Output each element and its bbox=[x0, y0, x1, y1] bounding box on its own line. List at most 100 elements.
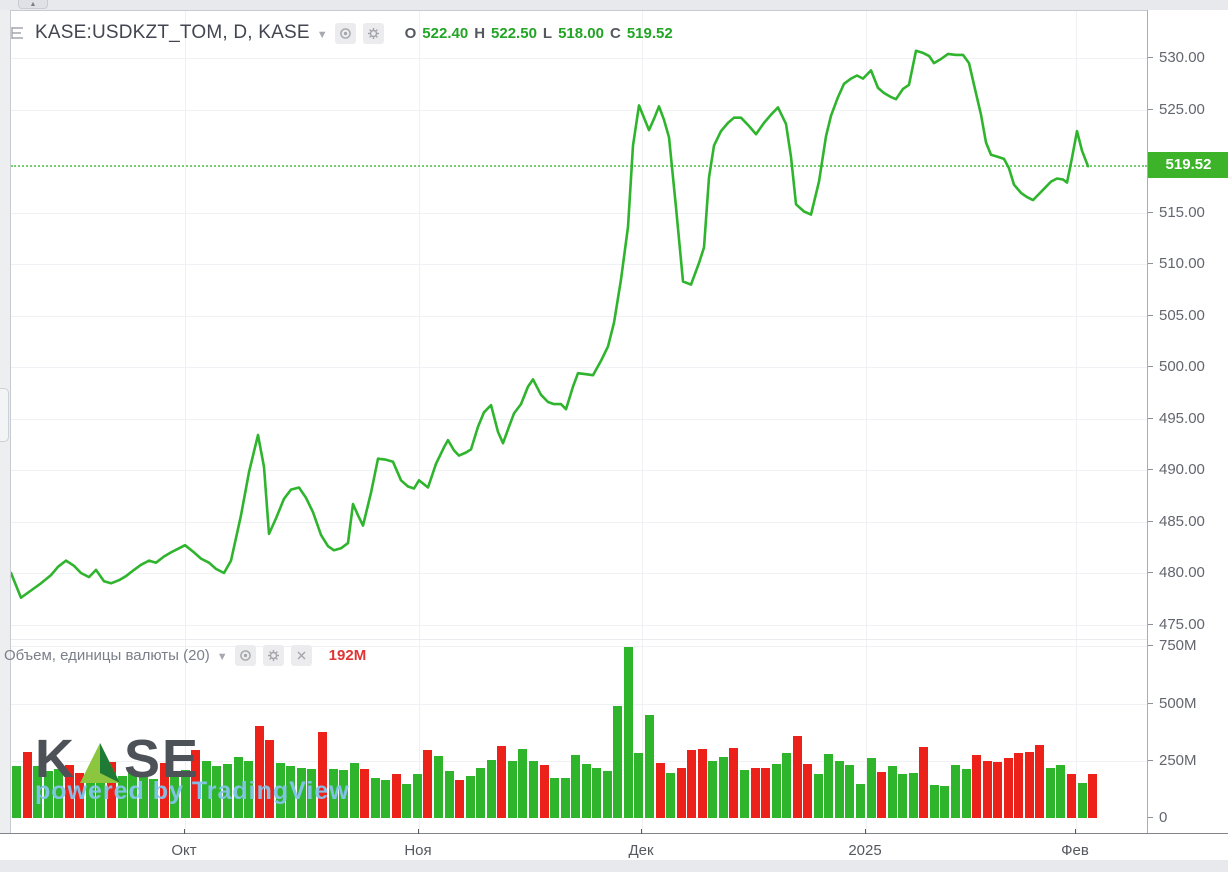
volume-bar bbox=[434, 756, 443, 818]
price-axis[interactable]: 530.00 525.00 515.00 510.00 505.00 500.00 495.… bbox=[1147, 10, 1228, 833]
volume-pane-legend: Объем, единицы валюты (20) ▼ 192M bbox=[4, 645, 366, 666]
volume-bar bbox=[845, 765, 855, 818]
volume-bar bbox=[391, 774, 401, 818]
volume-bar bbox=[1003, 758, 1013, 818]
volume-bar bbox=[149, 779, 159, 818]
volume-bar bbox=[655, 763, 665, 818]
volume-bar bbox=[476, 767, 486, 818]
price-tick-label: 525.00 bbox=[1159, 100, 1205, 118]
volume-bar bbox=[402, 783, 412, 818]
volume-bar bbox=[106, 761, 116, 818]
volume-bar bbox=[307, 768, 317, 818]
volume-bar bbox=[349, 763, 359, 818]
time-tick-label: Фев bbox=[1061, 842, 1089, 859]
volume-bar bbox=[33, 766, 43, 818]
volume-bar bbox=[486, 759, 496, 818]
chart-plot-area[interactable]: K SE powered by TradingView bbox=[10, 10, 1147, 833]
volume-bar bbox=[423, 750, 433, 818]
volume-bar bbox=[813, 774, 823, 818]
volume-bar bbox=[455, 780, 465, 818]
low-value: 518.00 bbox=[558, 24, 604, 42]
volume-bar bbox=[887, 765, 897, 818]
high-label: H bbox=[474, 24, 486, 42]
volume-indicator-title[interactable]: Объем, единицы валюты (20) bbox=[4, 647, 210, 664]
volume-bar bbox=[317, 732, 327, 818]
volume-bar bbox=[265, 740, 275, 818]
price-line-chart bbox=[11, 49, 1090, 600]
volume-bar bbox=[54, 768, 64, 818]
volume-bar bbox=[191, 750, 201, 818]
kase-logo: K SE bbox=[35, 732, 350, 786]
price-tick-label: 475.00 bbox=[1159, 615, 1205, 633]
volume-bar bbox=[750, 767, 760, 818]
current-price-dotted-line bbox=[11, 164, 1147, 167]
volume-bar bbox=[866, 758, 876, 818]
volume-bar bbox=[708, 760, 718, 818]
volume-bar bbox=[718, 757, 728, 818]
volume-bar bbox=[856, 783, 865, 818]
volume-bar bbox=[75, 773, 85, 818]
volume-tick-label: 750M bbox=[1159, 637, 1197, 655]
volume-bar bbox=[370, 777, 380, 818]
volume-bar bbox=[550, 777, 560, 818]
series-settings-gear-button[interactable] bbox=[362, 22, 384, 44]
bottom-margin bbox=[0, 860, 1228, 872]
volume-tick-label: 500M bbox=[1159, 694, 1197, 712]
volume-bar bbox=[993, 761, 1003, 818]
volume-bar bbox=[687, 750, 697, 818]
volume-dropdown-arrow-icon[interactable]: ▼ bbox=[216, 651, 228, 663]
volume-bar bbox=[12, 766, 21, 818]
volume-bar bbox=[782, 752, 792, 818]
price-tick-label: 495.00 bbox=[1159, 409, 1205, 427]
drawing-toolbar-collapse-tab[interactable] bbox=[0, 388, 9, 442]
price-tick-label: 480.00 bbox=[1159, 564, 1205, 581]
volume-bar bbox=[729, 748, 739, 818]
open-value: 522.40 bbox=[422, 24, 469, 42]
volume-bar bbox=[676, 767, 686, 818]
volume-bar bbox=[771, 764, 781, 818]
volume-bar bbox=[592, 767, 602, 818]
open-label: O bbox=[404, 24, 417, 42]
legend-menu-icon[interactable] bbox=[8, 23, 28, 43]
volume-bar bbox=[117, 775, 127, 818]
volume-bar bbox=[412, 774, 422, 818]
volume-bar bbox=[233, 756, 243, 818]
remove-volume-button[interactable] bbox=[290, 645, 312, 666]
volume-bar bbox=[360, 768, 370, 818]
volume-bar bbox=[43, 771, 53, 818]
volume-bar bbox=[1088, 774, 1098, 818]
volume-tick-label: 250M bbox=[1159, 751, 1197, 769]
volume-settings-gear-button[interactable] bbox=[262, 645, 284, 666]
volume-bar bbox=[296, 767, 306, 818]
volume-bar bbox=[571, 755, 581, 818]
volume-bar bbox=[792, 735, 802, 818]
volume-bar bbox=[581, 764, 591, 818]
volume-bar bbox=[761, 767, 771, 818]
volume-bar bbox=[908, 773, 918, 818]
volume-bar bbox=[444, 771, 454, 818]
volume-current-value: 192M bbox=[328, 647, 367, 664]
volume-bar bbox=[697, 749, 707, 818]
volume-bar bbox=[22, 751, 32, 818]
volume-bar bbox=[96, 773, 106, 818]
toolbar-collapse-tab[interactable]: ▲ bbox=[18, 0, 48, 9]
time-axis[interactable]: Окт Ноя Дек 2025 Фев bbox=[0, 829, 1228, 860]
volume-bar bbox=[212, 766, 222, 818]
price-tick-label: 490.00 bbox=[1159, 461, 1205, 478]
volume-bar bbox=[275, 763, 285, 818]
volume-bar bbox=[940, 785, 950, 818]
volume-bar bbox=[824, 753, 834, 818]
kase-watermark: K SE powered by TradingView bbox=[35, 732, 350, 806]
hide-volume-button[interactable] bbox=[234, 645, 256, 666]
volume-bar bbox=[803, 764, 813, 818]
ohlc-readout: O 522.40 H 522.50 L 518.00 C 519.52 bbox=[405, 25, 673, 42]
symbol-dropdown-arrow-icon[interactable]: ▼ bbox=[316, 28, 328, 41]
volume-bar bbox=[919, 747, 929, 818]
volume-tick-label: 0 bbox=[1159, 809, 1168, 826]
volume-bar bbox=[518, 749, 528, 818]
price-tick-label: 500.00 bbox=[1159, 358, 1205, 375]
close-value: 519.52 bbox=[626, 24, 673, 42]
hide-series-button[interactable] bbox=[334, 22, 356, 44]
symbol-title[interactable]: KASE:USDKZT_TOM, D, KASE bbox=[35, 22, 310, 43]
volume-bar bbox=[1045, 767, 1055, 818]
